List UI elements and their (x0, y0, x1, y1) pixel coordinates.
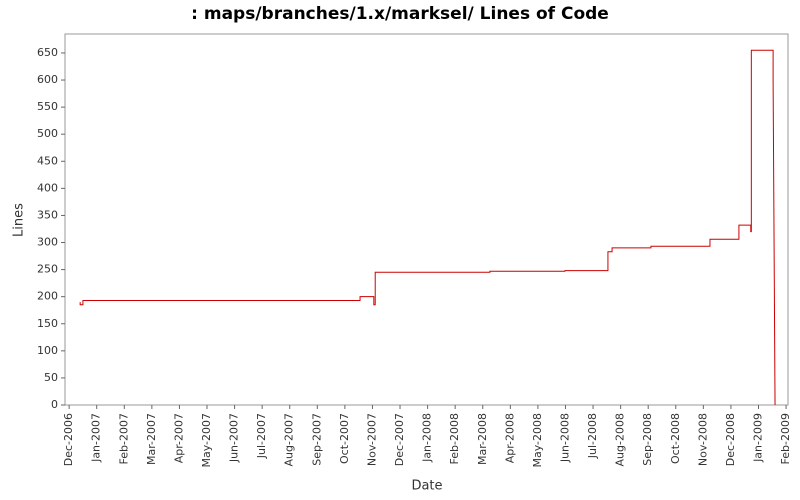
x-tick-label: Dec-2006 (62, 413, 75, 466)
y-tick-label: 350 (37, 208, 58, 221)
x-tick-label: Feb-2007 (117, 413, 130, 464)
x-tick-label: Apr-2008 (503, 413, 516, 463)
x-tick-label: Mar-2007 (145, 413, 158, 465)
x-tick-label: Sep-2008 (641, 413, 654, 466)
y-tick-label: 250 (37, 263, 58, 276)
x-tick-label: Oct-2007 (338, 413, 351, 464)
y-tick-label: 550 (37, 100, 58, 113)
x-tick-label: Jan-2009 (751, 413, 764, 463)
y-tick-label: 450 (37, 154, 58, 167)
y-tick-label: 200 (37, 290, 58, 303)
x-tick-label: Dec-2008 (724, 413, 737, 466)
y-tick-label: 150 (37, 317, 58, 330)
y-tick-label: 50 (44, 371, 58, 384)
chart-title: : maps/branches/1.x/marksel/ Lines of Co… (191, 4, 609, 24)
x-tick-label: Dec-2007 (393, 413, 406, 466)
x-tick-label: Sep-2007 (310, 413, 323, 466)
x-tick-label: Mar-2008 (476, 413, 489, 465)
x-tick-label: Jan-2008 (421, 413, 434, 463)
x-tick-label: Aug-2007 (283, 413, 296, 466)
y-tick-label: 650 (37, 46, 58, 59)
x-tick-label: Jul-2007 (255, 413, 268, 459)
plot-area (64, 33, 789, 406)
y-tick-label: 0 (51, 398, 58, 411)
x-tick-label: Feb-2008 (448, 413, 461, 464)
y-tick-label: 100 (37, 344, 58, 357)
y-axis-label: Lines (12, 203, 27, 237)
y-tick-label: 300 (37, 236, 58, 249)
x-tick-label: Nov-2007 (365, 413, 378, 466)
x-tick-label: Jun-2007 (228, 413, 241, 463)
x-tick-label: Feb-2009 (779, 413, 792, 464)
y-tick-label: 400 (37, 181, 58, 194)
x-tick-label: Apr-2007 (172, 413, 185, 463)
x-tick-label: Aug-2008 (614, 413, 627, 466)
x-tick-label: Jul-2008 (586, 413, 599, 459)
x-tick-label: Jan-2007 (90, 413, 103, 463)
y-tick-label: 600 (37, 73, 58, 86)
y-tick-label: 500 (37, 127, 58, 140)
x-tick-label: Nov-2008 (696, 413, 709, 466)
x-tick-label: May-2007 (200, 413, 213, 468)
x-tick-label: Oct-2008 (669, 413, 682, 464)
x-tick-label: Jun-2008 (558, 413, 571, 463)
x-tick-label: May-2008 (531, 413, 544, 468)
x-axis-label: Date (411, 479, 442, 494)
data-line (79, 49, 776, 406)
